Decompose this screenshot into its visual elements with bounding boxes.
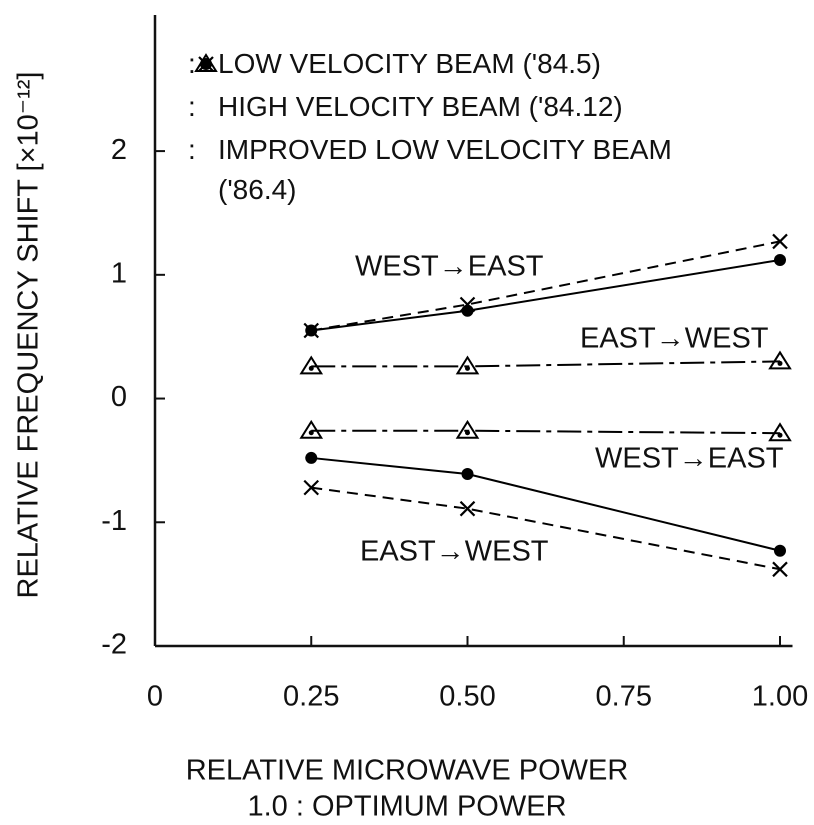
triangle	[455, 355, 480, 375]
y-tick-label: -2	[101, 629, 127, 661]
cross	[459, 296, 476, 313]
triangle	[299, 355, 324, 375]
marker	[772, 561, 788, 578]
marker	[194, 53, 218, 72]
y-tick-label: -1	[101, 505, 127, 537]
y-axis-label: RELATIVE FREQUENCY SHIFT [×10⁻¹²]	[13, 72, 45, 599]
x-tick-label: 0.50	[439, 681, 495, 713]
legend-separator: :	[188, 48, 196, 79]
x-tick-label: 1.00	[752, 681, 808, 713]
y-tick-label: 2	[111, 134, 127, 166]
triangle-dot	[777, 360, 783, 366]
triangle-dot	[308, 365, 314, 371]
triangle	[768, 422, 792, 442]
dot	[774, 544, 786, 557]
dot	[461, 468, 474, 481]
annotation: EAST→WEST	[580, 323, 769, 355]
annotation: WEST→EAST	[595, 443, 784, 475]
x-axis-label: RELATIVE MICROWAVE POWER	[186, 755, 629, 787]
note: 1.0 : OPTIMUM POWER	[247, 791, 566, 823]
marker	[303, 322, 320, 339]
triangle-dot	[465, 365, 470, 371]
legend-label: LOW VELOCITY BEAM ('84.5)	[218, 48, 601, 79]
triangle-dot	[465, 430, 470, 436]
x-tick-label: 0.25	[283, 681, 339, 713]
marker	[461, 304, 474, 317]
legend-item: : IMPROVED LOW VELOCITY BEAM ('86.4)	[188, 53, 788, 210]
triangle	[299, 419, 324, 439]
y-tick-label: 0	[111, 381, 127, 413]
marker	[455, 355, 480, 375]
dot	[305, 451, 318, 464]
legend-item: : HIGH VELOCITY BEAM ('84.12)	[188, 56, 788, 127]
series-line	[311, 486, 781, 571]
series-line	[311, 429, 781, 435]
marker	[455, 419, 480, 439]
dot	[461, 304, 474, 317]
legend-marker	[194, 53, 218, 72]
legend-label: HIGH VELOCITY BEAM ('84.12)	[218, 91, 623, 122]
series-line	[311, 240, 781, 332]
legend-item: : LOW VELOCITY BEAM ('84.5)	[188, 44, 788, 84]
marker	[299, 355, 324, 375]
annotation: WEST→EAST	[355, 251, 544, 283]
marker	[303, 479, 320, 496]
dot	[774, 253, 786, 266]
triangle	[768, 350, 792, 370]
marker	[772, 233, 788, 250]
marker	[768, 350, 792, 370]
legend-separator: :	[188, 91, 196, 122]
triangle-dot	[203, 63, 209, 69]
marker	[459, 296, 476, 313]
x-tick-label: 0.75	[596, 681, 652, 713]
legend: : LOW VELOCITY BEAM ('84.5): HIGH VELOCITY…	[188, 44, 788, 213]
triangle	[455, 419, 480, 439]
cross	[303, 322, 320, 339]
x-tick-label: 0	[147, 681, 163, 713]
legend-separator: :	[188, 134, 196, 165]
triangle-dot	[777, 432, 783, 438]
marker	[459, 500, 476, 517]
cross	[303, 479, 320, 496]
y-tick-label: 1	[111, 257, 127, 289]
marker	[768, 422, 792, 442]
cross	[772, 233, 788, 250]
cross	[459, 500, 476, 517]
triangle	[194, 53, 218, 72]
marker	[461, 468, 474, 481]
triangle-dot	[308, 430, 314, 436]
series-line	[311, 360, 781, 368]
marker	[774, 544, 786, 557]
marker	[299, 419, 324, 439]
legend-label: IMPROVED LOW VELOCITY BEAM ('86.4)	[218, 134, 672, 205]
cross	[772, 561, 788, 578]
annotation: EAST→WEST	[360, 536, 549, 568]
marker	[305, 451, 318, 464]
marker	[774, 253, 786, 266]
